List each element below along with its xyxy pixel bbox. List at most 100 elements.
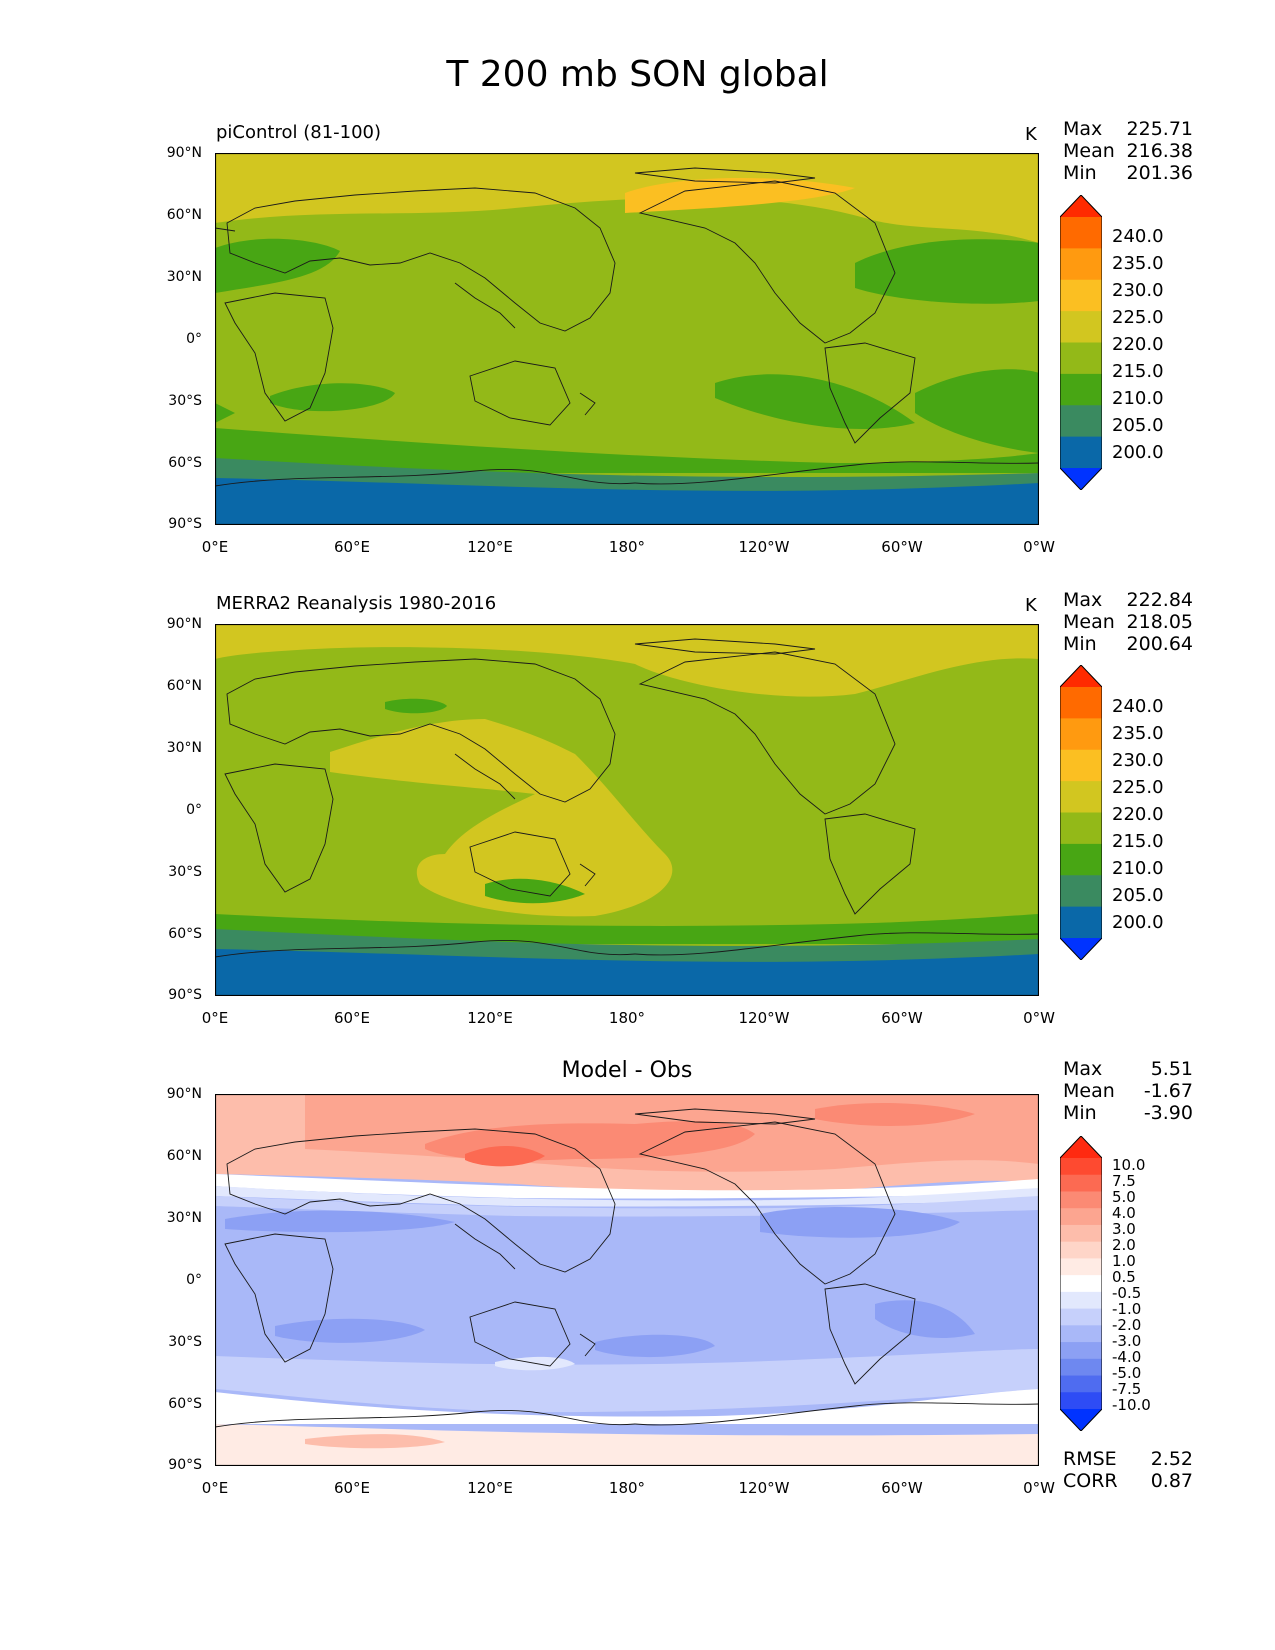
colorbar-tick: 1.0	[1112, 1252, 1136, 1270]
colorbar-cell	[1060, 875, 1102, 908]
x-tick: 180°	[608, 538, 646, 556]
colorbar-tick: 230.0	[1112, 280, 1164, 301]
y-tick: 60°N	[166, 1148, 202, 1164]
stat-label-min: Min	[1063, 1102, 1097, 1124]
x-tick: 120°W	[738, 538, 790, 556]
stat-value-mean: -1.67	[1143, 1080, 1193, 1102]
colorbar-cell	[1060, 781, 1102, 814]
colorbar-model-minus-obs	[1059, 1135, 1103, 1432]
colorbar-extend-min	[1060, 468, 1102, 490]
colorbar-cell	[1060, 1158, 1102, 1176]
colorbar-tick: -4.0	[1112, 1348, 1142, 1366]
colorbar-tick: 215.0	[1112, 831, 1164, 852]
colorbar-extend-max	[1060, 1136, 1102, 1158]
colorbar-extend-min	[1060, 1409, 1102, 1431]
stat-label-mean: Mean	[1063, 611, 1115, 633]
colorbar-cell	[1060, 436, 1102, 469]
units-label: K	[1025, 124, 1037, 145]
stat-label-max: Max	[1063, 1058, 1103, 1080]
x-tick: 120°E	[467, 1479, 513, 1497]
colorbar-tick: 240.0	[1112, 226, 1164, 247]
stat-label-max: Max	[1063, 589, 1103, 611]
units-label: K	[1025, 595, 1037, 616]
colorbar-cell	[1060, 1191, 1102, 1209]
colorbar-tick: 2.0	[1112, 1236, 1136, 1254]
colorbar-tick: 4.0	[1112, 1204, 1136, 1222]
y-tick: 60°S	[168, 926, 202, 942]
x-tick: 0°E	[201, 1479, 229, 1497]
x-tick: 60°E	[333, 1479, 371, 1497]
colorbar-tick: 10.0	[1112, 1156, 1146, 1174]
stat-value-mean: 216.38	[1126, 140, 1193, 162]
colorbar-tick: 215.0	[1112, 361, 1164, 382]
x-tick: 60°W	[881, 1009, 923, 1027]
stat-value-min: 201.36	[1126, 162, 1193, 184]
colorbar-tick: 220.0	[1112, 804, 1164, 825]
y-tick: 60°S	[168, 455, 202, 471]
colorbar-svg	[1059, 664, 1103, 961]
colorbar-tick: 210.0	[1112, 858, 1164, 879]
colorbar-tick: -3.0	[1112, 1332, 1142, 1350]
colorbar-cell	[1060, 1291, 1102, 1310]
colorbar-cell	[1060, 217, 1102, 249]
y-tick: 30°N	[166, 740, 202, 756]
colorbar-cell	[1060, 687, 1102, 719]
x-tick: 120°E	[467, 538, 513, 556]
panel-title: piControl (81-100)	[216, 122, 382, 143]
y-tick: 90°S	[168, 987, 202, 1003]
colorbar-tick: -2.0	[1112, 1316, 1142, 1334]
stat-value-max: 222.84	[1126, 589, 1193, 611]
colorbar-tick: 3.0	[1112, 1220, 1136, 1238]
y-tick: 30°S	[168, 864, 202, 880]
colorbar-cell	[1060, 843, 1102, 876]
colorbar-tick: 0.5	[1112, 1268, 1136, 1286]
stat-value-min: 200.64	[1126, 633, 1193, 655]
x-tick: 0°W	[1023, 538, 1055, 556]
colorbar-cell	[1060, 749, 1102, 782]
x-tick: 0°E	[201, 1009, 229, 1027]
colorbar-tick: 225.0	[1112, 777, 1164, 798]
colorbar-tick: 220.0	[1112, 334, 1164, 355]
stats-block: Max 225.71 Mean 216.38 Min 201.36	[1063, 118, 1193, 184]
colorbar-cell	[1060, 812, 1102, 845]
y-tick: 90°N	[166, 1086, 202, 1102]
y-tick: 30°S	[168, 1334, 202, 1350]
colorbar-cell	[1060, 906, 1102, 939]
colorbar-tick: 205.0	[1112, 885, 1164, 906]
colorbar-extend-max	[1060, 665, 1102, 687]
x-tick: 60°W	[881, 1479, 923, 1497]
colorbar-tick: 7.5	[1112, 1172, 1136, 1190]
colorbar-cell	[1060, 311, 1102, 344]
colorbar-tick: 235.0	[1112, 723, 1164, 744]
stat-value-max: 225.71	[1126, 118, 1193, 140]
y-tick: 60°N	[166, 207, 202, 223]
y-tick: 60°N	[166, 678, 202, 694]
panel-title: Model - Obs	[561, 1058, 693, 1083]
colorbar-tick: 225.0	[1112, 307, 1164, 328]
colorbar-cell	[1060, 1275, 1102, 1293]
stat-label-min: Min	[1063, 162, 1097, 184]
colorbar-cell	[1060, 1358, 1102, 1377]
y-tick: 30°N	[166, 269, 202, 285]
stat-value-min: -3.90	[1143, 1102, 1193, 1124]
colorbar-tick: -5.0	[1112, 1364, 1142, 1382]
colorbar-picontrol	[1059, 194, 1103, 491]
colorbar-tick: -0.5	[1112, 1284, 1142, 1302]
x-tick: 60°E	[333, 1009, 371, 1027]
x-tick: 60°E	[333, 538, 371, 556]
colorbar-cell	[1060, 373, 1102, 406]
stat-label-max: Max	[1063, 118, 1103, 140]
x-tick: 120°E	[467, 1009, 513, 1027]
colorbar-extend-min	[1060, 938, 1102, 960]
colorbar-svg	[1059, 194, 1103, 491]
colorbar-cell	[1060, 1325, 1102, 1343]
colorbar-tick: 235.0	[1112, 253, 1164, 274]
colorbar-cell	[1060, 1392, 1102, 1410]
x-tick: 0°W	[1023, 1009, 1055, 1027]
figure-title: T 200 mb SON global	[446, 54, 829, 95]
colorbar-cell	[1060, 1308, 1102, 1326]
colorbar-tick: 240.0	[1112, 696, 1164, 717]
stat-value-rmse: 2.52	[1150, 1448, 1193, 1470]
colorbar-tick: -10.0	[1112, 1396, 1151, 1414]
error-stats-block: RMSE 2.52 CORR 0.87	[1063, 1448, 1193, 1492]
